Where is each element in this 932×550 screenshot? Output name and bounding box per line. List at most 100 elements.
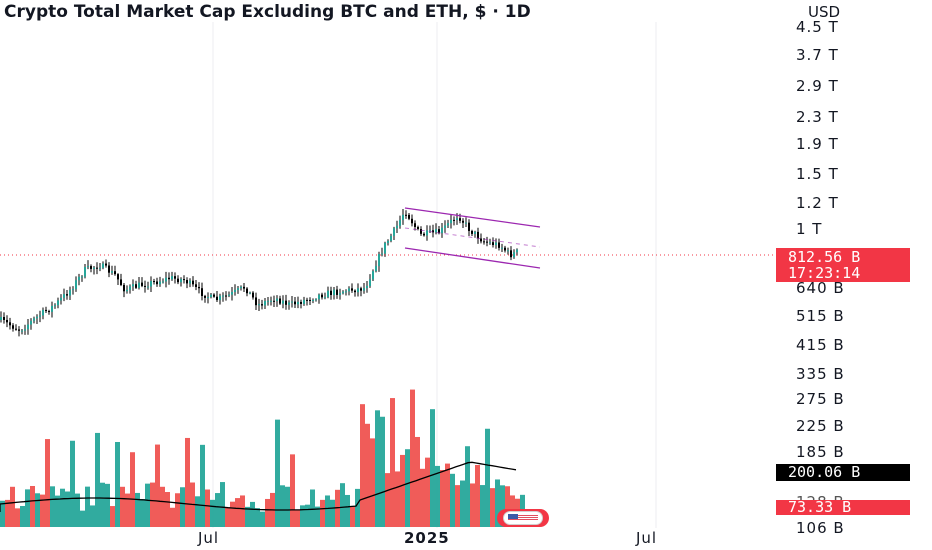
candle-body bbox=[507, 250, 509, 252]
volume-bar bbox=[225, 507, 230, 527]
candle-body bbox=[303, 299, 305, 304]
candle-body bbox=[516, 249, 518, 253]
candle-body bbox=[24, 329, 26, 331]
volume-bar bbox=[420, 468, 425, 527]
currency-label[interactable]: USD bbox=[808, 3, 841, 21]
volume-bar bbox=[315, 506, 320, 527]
candle-body bbox=[270, 300, 272, 302]
candle-body bbox=[243, 286, 245, 289]
candle-body bbox=[159, 281, 161, 285]
candle-body bbox=[348, 288, 350, 292]
volume-bar bbox=[460, 480, 465, 527]
candle-body bbox=[216, 296, 218, 301]
candle-body bbox=[450, 219, 452, 224]
candle-body bbox=[255, 297, 257, 306]
candle-body bbox=[177, 278, 179, 283]
candle-body bbox=[279, 298, 281, 304]
candle-body bbox=[168, 277, 170, 280]
last-price-value: 812.56 B bbox=[788, 248, 861, 266]
candle-body bbox=[282, 300, 284, 304]
volume-bar bbox=[435, 465, 440, 527]
candle-body bbox=[195, 284, 197, 287]
volume-bar bbox=[370, 438, 375, 527]
candle-body bbox=[333, 289, 335, 295]
candle-body bbox=[351, 288, 353, 291]
candle-body bbox=[462, 220, 464, 223]
volume-bar bbox=[395, 471, 400, 527]
volume-bar bbox=[250, 501, 255, 527]
volume-bar bbox=[20, 506, 25, 527]
volume-bar bbox=[285, 486, 290, 527]
volume-bar bbox=[140, 499, 145, 527]
volume-bar bbox=[360, 404, 365, 527]
volume-bar bbox=[175, 493, 180, 527]
price-axis-label: 415 B bbox=[796, 336, 845, 354]
channel-lower-line bbox=[404, 247, 541, 269]
candle-body bbox=[231, 292, 233, 295]
candle-body bbox=[414, 223, 416, 227]
price-candles bbox=[0, 208, 518, 337]
candle-body bbox=[417, 226, 419, 230]
candle-body bbox=[483, 241, 485, 243]
candle-body bbox=[72, 289, 74, 291]
volume-bar bbox=[300, 505, 305, 527]
candle-body bbox=[174, 276, 176, 279]
volume-bar bbox=[340, 483, 345, 527]
volume-bar bbox=[485, 428, 490, 527]
bar-countdown: 17:23:14 bbox=[788, 264, 861, 282]
candle-body bbox=[123, 284, 125, 292]
price-axis-label: 515 B bbox=[796, 307, 845, 325]
candle-body bbox=[156, 281, 158, 285]
candle-body bbox=[324, 297, 326, 299]
volume-bar bbox=[470, 483, 475, 527]
volume-bar bbox=[495, 479, 500, 527]
candle-body bbox=[504, 247, 506, 251]
time-axis-label: Jul bbox=[198, 529, 220, 547]
moving-average-badge: 200.06 B bbox=[776, 464, 910, 481]
volume-moving-average-line bbox=[0, 461, 517, 512]
price-axis-label: 4.5 T bbox=[796, 18, 839, 36]
volume-bar bbox=[445, 463, 450, 527]
volume-bar bbox=[105, 483, 110, 527]
us-flag-icon[interactable] bbox=[497, 509, 549, 527]
volume-bar bbox=[185, 437, 190, 527]
volume-bar bbox=[120, 486, 125, 527]
candle-body bbox=[39, 315, 41, 317]
candle-body bbox=[15, 328, 17, 330]
candle-body bbox=[162, 281, 164, 283]
candle-body bbox=[444, 225, 446, 228]
candle-body bbox=[456, 218, 458, 221]
candle-body bbox=[387, 240, 389, 243]
volume-bar bbox=[255, 508, 260, 527]
price-axis-label: 335 B bbox=[796, 365, 845, 383]
candle-body bbox=[369, 279, 371, 286]
candle-body bbox=[486, 241, 488, 243]
volume-bar bbox=[260, 511, 265, 527]
volume-bar bbox=[375, 410, 380, 527]
volume-bar bbox=[85, 486, 90, 527]
volume-bar bbox=[25, 489, 30, 527]
volume-bar bbox=[205, 489, 210, 527]
candle-body bbox=[114, 271, 116, 275]
candle-body bbox=[327, 290, 329, 298]
candle-body bbox=[81, 276, 83, 278]
candle-body bbox=[99, 267, 101, 269]
volume-bar bbox=[310, 489, 315, 527]
candle-body bbox=[339, 293, 341, 295]
volume-bar bbox=[295, 510, 300, 527]
candle-body bbox=[147, 286, 149, 288]
candle-body bbox=[93, 267, 95, 269]
candle-body bbox=[3, 317, 5, 320]
volume-bar bbox=[45, 439, 50, 527]
last-price-badge: 812.56 B 17:23:14 bbox=[776, 248, 910, 282]
volume-bar bbox=[480, 485, 485, 527]
volume-bar bbox=[230, 501, 235, 527]
candle-body bbox=[0, 317, 2, 320]
volume-bar bbox=[210, 499, 215, 527]
candle-body bbox=[306, 299, 308, 301]
candle-body bbox=[438, 229, 440, 234]
volume-bar bbox=[400, 454, 405, 527]
candle-body bbox=[6, 319, 8, 323]
volume-bar bbox=[195, 496, 200, 527]
candle-body bbox=[54, 305, 56, 307]
